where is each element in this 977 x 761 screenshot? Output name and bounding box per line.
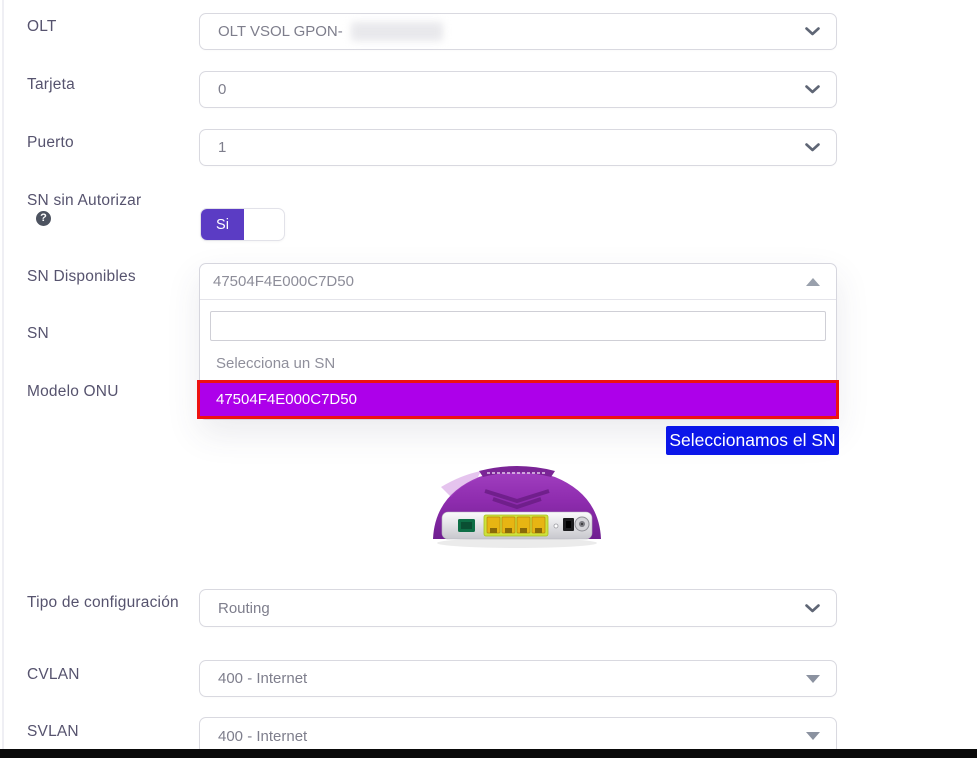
sn-label: SN	[27, 325, 49, 342]
caret-down-icon	[806, 732, 820, 740]
caret-down-icon	[806, 674, 820, 683]
annotation-callout: Seleccionamos el SN	[666, 426, 839, 455]
cvlan-select[interactable]: 400 - Internet	[199, 660, 837, 697]
redacted-text-blur	[350, 22, 443, 41]
puerto-select-value: 1	[218, 139, 227, 156]
caret-up-icon	[806, 277, 820, 286]
cvlan-select-value: 400 - Internet	[218, 670, 308, 687]
svlan-label: SVLAN	[27, 723, 79, 740]
sn-option-highlighted[interactable]: 47504F4E000C7D50	[197, 380, 839, 419]
olt-select-value: OLT VSOL GPON-	[218, 23, 343, 40]
modelo-onu-label: Modelo ONU	[27, 383, 119, 400]
tarjeta-select[interactable]: 0	[199, 71, 837, 108]
page-left-edge-line	[2, 0, 4, 749]
puerto-select[interactable]: 1	[199, 129, 837, 166]
tarjeta-select-value: 0	[218, 81, 227, 98]
sn-sin-autorizar-label: SN sin Autorizar	[27, 192, 142, 209]
sn-search-input[interactable]	[210, 311, 826, 341]
sn-sin-autorizar-toggle[interactable]: Si	[200, 208, 285, 241]
sn-disponibles-selected[interactable]: 47504F4E000C7D50	[200, 264, 836, 300]
puerto-label: Puerto	[27, 134, 74, 151]
sn-disponibles-label: SN Disponibles	[27, 268, 136, 285]
chevron-down-icon	[805, 603, 820, 613]
cvlan-label: CVLAN	[27, 666, 80, 683]
toggle-on-segment: Si	[201, 209, 244, 240]
chevron-down-icon	[805, 85, 820, 94]
tarjeta-label: Tarjeta	[27, 76, 75, 93]
help-question-icon[interactable]: ?	[36, 211, 51, 226]
olt-label: OLT	[27, 18, 57, 35]
tipo-configuracion-select[interactable]: Routing	[199, 589, 837, 627]
olt-select[interactable]: OLT VSOL GPON-	[199, 13, 837, 50]
sn-option-placeholder[interactable]: Selecciona un SN	[216, 354, 336, 372]
svlan-select-value: 400 - Internet	[218, 727, 308, 745]
tipo-configuracion-select-value: Routing	[218, 599, 270, 617]
tipo-configuracion-label: Tipo de configuración	[27, 594, 179, 611]
onu-device-image	[421, 457, 613, 556]
sn-disponibles-combobox: 47504F4E000C7D50 Selecciona un SN 47504F…	[197, 263, 839, 420]
bottom-black-bar	[0, 749, 977, 758]
chevron-down-icon	[805, 143, 820, 152]
svlan-select[interactable]: 400 - Internet	[199, 717, 837, 755]
chevron-down-icon	[805, 27, 820, 36]
sn-disponibles-selected-value: 47504F4E000C7D50	[213, 273, 354, 290]
